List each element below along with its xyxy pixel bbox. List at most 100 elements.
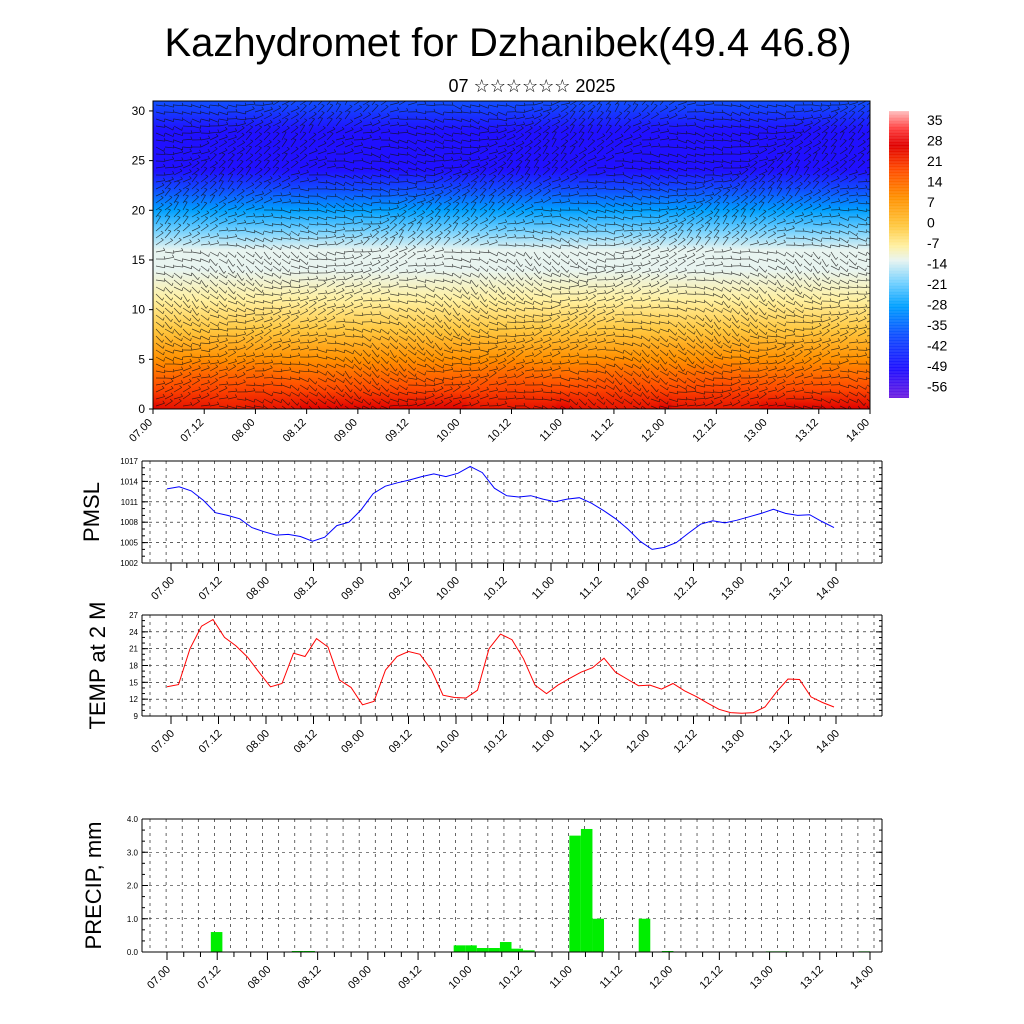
wind-barb-flag: [521, 140, 525, 144]
wind-barb-flag: [871, 140, 874, 141]
wind-barb-flag: [361, 180, 364, 184]
wind-barb-flag: [600, 111, 604, 114]
wind-barb-flag: [702, 253, 705, 257]
wind-barb-flag: [465, 173, 469, 176]
wind-barb-flag: [792, 254, 795, 258]
wind-barb-flag: [577, 239, 579, 243]
wind-barb-flag: [583, 153, 587, 156]
wind-barb: [623, 188, 632, 194]
wind-barb: [596, 202, 605, 208]
wind-barb-flag: [252, 204, 255, 208]
wind-barb: [416, 174, 426, 179]
wind-barb: [506, 143, 516, 148]
wind-barb: [416, 139, 426, 143]
wind-barb-flag: [423, 191, 427, 195]
wind-barb-flag: [710, 210, 714, 213]
wind-barb-flag: [423, 254, 427, 258]
wind-barb: [587, 251, 597, 256]
wind-barb-flag: [565, 125, 569, 129]
wind-barb: [389, 153, 399, 157]
wind-barb: [461, 210, 469, 218]
wind-barb: [740, 181, 747, 190]
wind-barb-flag: [664, 230, 667, 233]
wind-barb: [515, 205, 525, 211]
wind-barb-flag: [310, 124, 314, 126]
wind-barb: [605, 133, 613, 141]
wind-barb: [389, 194, 399, 197]
wind-barb-flag: [312, 97, 315, 98]
wind-barb-flag: [420, 202, 424, 205]
wind-barb: [398, 211, 407, 218]
wind-barb: [497, 167, 504, 176]
wind-barb-flag: [392, 236, 396, 238]
wind-barb-flag: [740, 250, 742, 254]
wind-barb: [299, 101, 307, 106]
wind-barb-flag: [833, 124, 837, 127]
wind-barb: [155, 232, 164, 239]
wind-barb-flag: [861, 132, 865, 135]
wind-barb-flag: [577, 200, 580, 204]
wind-barb: [542, 230, 552, 234]
wind-barb-flag: [491, 194, 495, 196]
wind-barb: [560, 146, 567, 155]
wind-barb-flag: [747, 163, 751, 167]
wind-barb: [830, 258, 837, 267]
wind-barb-flag: [190, 249, 193, 253]
wind-barb: [515, 221, 525, 225]
wind-barb: [299, 125, 306, 134]
wind-barb-flag: [181, 157, 184, 161]
wind-barb-flag: [456, 208, 460, 211]
wind-barb: [776, 169, 785, 176]
wind-barb-flag: [412, 237, 416, 240]
wind-barb-flag: [574, 139, 578, 143]
wind-barb: [641, 167, 651, 170]
wind-barb: [641, 222, 652, 225]
wind-barb-flag: [334, 186, 337, 190]
wind-barb-flag: [375, 103, 379, 106]
wind-barb: [425, 160, 435, 163]
wind-barb: [416, 199, 426, 204]
wind-barb-flag: [639, 246, 642, 250]
wind-barb-flag: [307, 236, 310, 240]
wind-barb-flag: [792, 134, 795, 138]
wind-barb: [353, 234, 363, 239]
wind-barb: [182, 111, 192, 115]
wind-barb: [749, 242, 759, 246]
wind-barb: [515, 123, 525, 127]
wind-barb-flag: [503, 154, 506, 157]
wind-barb: [200, 189, 208, 197]
wind-barb: [668, 167, 678, 173]
wind-barb: [650, 145, 660, 148]
wind-barb-flag: [457, 174, 461, 177]
wind-barb-flag: [163, 158, 166, 162]
wind-barb-flag: [720, 184, 724, 188]
wind-barb-flag: [350, 119, 354, 122]
wind-barb-flag: [181, 264, 184, 268]
wind-barb-flag: [565, 132, 569, 136]
wind-barb: [200, 243, 210, 246]
wind-barb: [542, 113, 551, 120]
wind-barb: [452, 146, 462, 150]
wind-barb-flag: [349, 104, 353, 107]
wind-barb-flag: [207, 268, 210, 272]
wind-barb-flag: [658, 226, 661, 230]
wind-barb: [821, 175, 829, 183]
wind-barb: [650, 221, 660, 225]
wind-barb-flag: [280, 192, 283, 196]
wind-barb-flag: [558, 254, 561, 258]
wind-barb-flag: [665, 210, 669, 214]
wind-barb-flag: [638, 112, 642, 116]
wind-barb-flag: [861, 110, 865, 113]
wind-barb-flag: [430, 223, 434, 226]
wind-barb: [308, 216, 318, 220]
wind-barb-flag: [333, 149, 337, 152]
wind-barb-flag: [538, 139, 542, 142]
wind-barb: [677, 199, 687, 204]
wind-barb: [668, 153, 678, 158]
wind-barb: [641, 248, 651, 253]
wind-barb-flag: [206, 210, 210, 214]
wind-barb-flag: [171, 176, 174, 180]
wind-barb: [776, 188, 783, 197]
wind-barb-flag: [457, 195, 461, 199]
